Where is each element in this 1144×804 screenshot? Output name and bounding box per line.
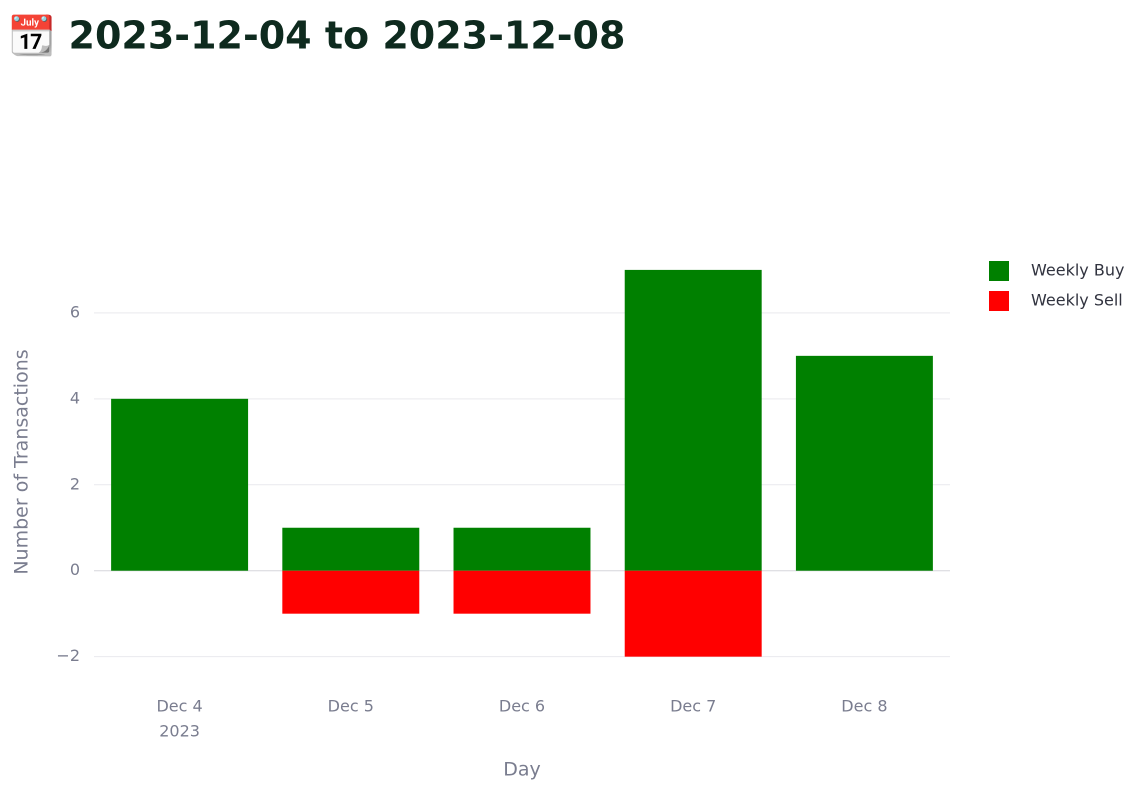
y-tick-label: −2 xyxy=(56,646,80,665)
bar xyxy=(624,269,762,571)
x-tick-label: Dec 4 xyxy=(156,697,202,716)
bar xyxy=(624,570,762,657)
y-axis-title: Number of Transactions xyxy=(11,349,33,574)
legend-label: Weekly Sell xyxy=(1031,291,1123,310)
legend-swatch xyxy=(989,291,1009,311)
x-tick-label: Dec 8 xyxy=(841,697,887,716)
y-tick-label: 2 xyxy=(70,474,80,493)
x-tick-label: Dec 5 xyxy=(328,697,374,716)
legend-swatch xyxy=(989,261,1009,281)
bar xyxy=(453,570,591,614)
legend-label: Weekly Buy xyxy=(1031,261,1124,280)
y-tick-label: 4 xyxy=(70,388,80,407)
page-title: 📆 2023-12-04 to 2023-12-08 xyxy=(8,14,625,58)
bar xyxy=(111,398,249,571)
x-tick-year: 2023 xyxy=(159,722,200,741)
bar xyxy=(282,527,420,571)
y-tick-label: 6 xyxy=(70,302,80,321)
bar xyxy=(453,527,591,571)
x-tick-label: Dec 6 xyxy=(499,697,545,716)
bar xyxy=(282,570,420,614)
x-tick-label: Dec 7 xyxy=(670,697,716,716)
bar xyxy=(795,355,933,571)
y-tick-label: 0 xyxy=(70,560,80,579)
x-axis-title: Day xyxy=(503,759,541,781)
